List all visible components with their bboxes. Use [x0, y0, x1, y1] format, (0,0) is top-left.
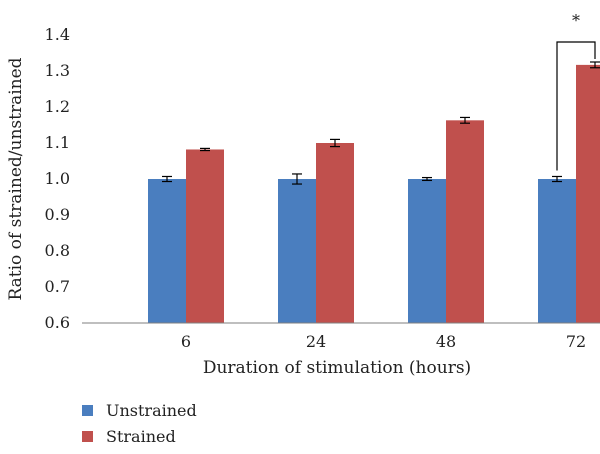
significance-star: *	[572, 11, 580, 30]
y-tick-label: 0.6	[45, 313, 70, 332]
error-bar-unstrained-72	[552, 175, 562, 183]
legend: Unstrained Strained	[82, 401, 197, 446]
bars	[148, 64, 600, 323]
error-bar-unstrained-6	[162, 175, 172, 183]
y-tick-label: 1.4	[45, 25, 70, 44]
bar-unstrained-24	[278, 179, 316, 323]
legend-label-strained: Strained	[106, 427, 176, 446]
error-bar-strained-48	[460, 116, 470, 124]
x-tick-label: 24	[306, 332, 326, 351]
y-tick-label: 1.2	[45, 97, 70, 116]
y-axis-ticks: 0.6 0.7 0.8 0.9 1.0 1.1 1.2 1.3 1.4	[45, 25, 70, 332]
significance-bracket: *	[556, 11, 596, 171]
y-tick-label: 0.9	[45, 205, 70, 224]
legend-swatch-strained	[82, 431, 93, 442]
y-tick-label: 0.7	[45, 277, 70, 296]
error-bar-strained-6	[200, 147, 210, 152]
x-tick-label: 48	[436, 332, 456, 351]
y-tick-label: 0.8	[45, 241, 70, 260]
error-bar-unstrained-48	[422, 176, 432, 182]
bar-unstrained-72	[538, 179, 576, 323]
x-tick-label: 6	[181, 332, 191, 351]
x-axis-ticks: 6 24 48 72	[181, 332, 586, 351]
bar-unstrained-6	[148, 179, 186, 323]
y-tick-label: 1.0	[45, 169, 70, 188]
bar-strained-72	[576, 64, 600, 323]
error-bar-strained-72	[590, 61, 600, 69]
x-axis-title: Duration of stimulation (hours)	[203, 358, 471, 378]
error-bar-strained-24	[330, 138, 340, 148]
x-tick-label: 72	[566, 332, 586, 351]
error-bar-unstrained-24	[292, 173, 302, 185]
y-axis-title: Ratio of strained/unstrained	[6, 57, 26, 300]
legend-label-unstrained: Unstrained	[106, 401, 197, 420]
bar-unstrained-48	[408, 179, 446, 323]
y-tick-label: 1.1	[45, 133, 70, 152]
bar-strained-6	[186, 149, 224, 323]
bar-strained-24	[316, 143, 354, 323]
y-tick-label: 1.3	[45, 61, 70, 80]
bar-strained-48	[446, 120, 484, 323]
legend-swatch-unstrained	[82, 405, 93, 416]
significance-bracket-line	[556, 41, 596, 171]
error-bars	[162, 61, 600, 185]
